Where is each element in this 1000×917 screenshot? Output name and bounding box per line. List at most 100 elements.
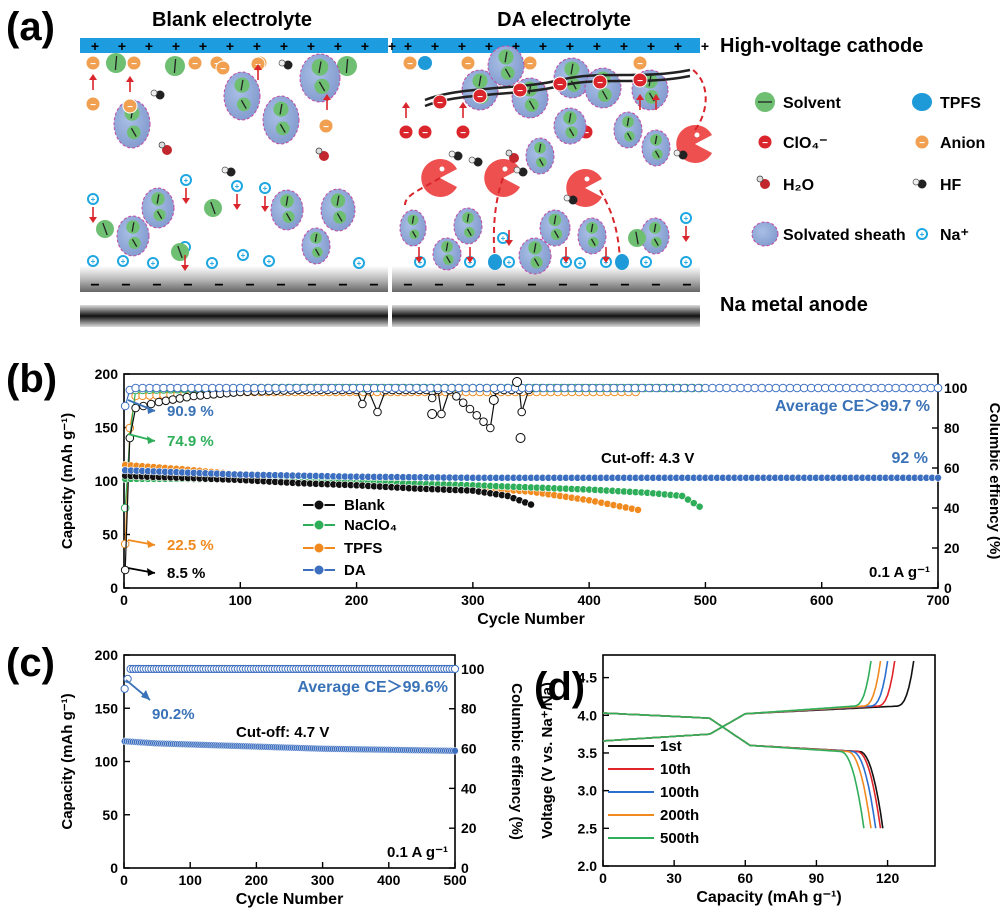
ce-point-da — [609, 383, 619, 393]
solvated-sheath — [270, 189, 304, 231]
solvent-arrow — [130, 127, 137, 137]
ce-point-blank — [486, 423, 495, 433]
ce-point-da — [166, 383, 175, 393]
legend-marker-blank — [313, 499, 325, 511]
x-tick-label: 90 — [809, 870, 825, 886]
capacity-point-naclo4 — [695, 502, 704, 511]
cathode-plus-signs: + + + + + + + + + + + + + + + + + + + + + + + + — [91, 38, 709, 54]
solvated-sheath — [577, 217, 607, 255]
charge-curve-1st — [602, 660, 915, 742]
solvent-arrow — [177, 245, 183, 259]
chart-d: 0 30 60 90 120 2.0 2.5 3.0 3.5 4.0 4.5 Capacity (mA… — [539, 654, 936, 906]
down-arrowhead — [562, 257, 570, 263]
y2-tick-label: 0 — [944, 580, 952, 596]
x-tick-label: 0 — [120, 592, 128, 608]
legend-label-100th: 100th — [660, 784, 699, 801]
na-ion — [87, 255, 99, 267]
ce-point-da — [482, 383, 492, 393]
clo4-ion — [632, 72, 648, 88]
ce-point-da — [334, 383, 344, 393]
y2-tick-label: 20 — [944, 540, 960, 556]
solvent-arrow — [173, 58, 177, 74]
ce-point — [120, 684, 129, 693]
panel-a-legend: Solvent TPFS − ClO₄⁻ − Anion H₂O HF Solvated she… — [751, 92, 985, 247]
legend-label-h2o: H₂O — [783, 177, 814, 194]
ce-point-da — [447, 383, 457, 393]
ce-point-da — [687, 383, 696, 393]
hf-molecule — [453, 151, 463, 161]
solvent-arrow — [445, 242, 449, 251]
ce-point-da — [926, 383, 936, 393]
anode-label: Na metal anode — [720, 294, 868, 316]
hf-h — [513, 166, 521, 174]
down-arrowhead — [415, 257, 423, 263]
ce-point-da — [771, 383, 781, 393]
up-arrowhead — [89, 74, 97, 80]
ce-point-da — [503, 383, 513, 393]
anion-ion-sign: − — [220, 64, 226, 75]
hf-molecule — [917, 179, 927, 189]
panel-d: (d) 0 30 60 90 120 2.0 2.5 3.0 3.5 4.0 4.5 Capacity… — [534, 654, 936, 906]
discharge-curve-500th — [602, 712, 865, 829]
ce-point-da — [905, 383, 915, 393]
tpfs-molecule — [615, 254, 629, 270]
na-ion-sign: + — [501, 234, 506, 243]
x-tick-label: 30 — [666, 870, 682, 886]
na-ion — [680, 212, 692, 224]
legend-marker-da — [313, 564, 325, 576]
dashed-link — [689, 67, 707, 131]
charge-curve-100th — [602, 660, 889, 742]
ce-point-da — [701, 383, 710, 393]
anion-ion-sign: − — [637, 59, 643, 70]
ce-point-da — [412, 383, 421, 393]
anode-minus-sign: − — [121, 277, 130, 294]
cathode-plus-sign: + — [91, 38, 99, 54]
y2-tick-label: 40 — [461, 780, 477, 796]
ce-point-blank — [358, 399, 367, 409]
anode-minus-sign: − — [276, 277, 285, 294]
cathode-plus-sign: + — [388, 38, 396, 54]
discharge-curve-200th — [602, 712, 872, 829]
cathode-plus-sign: + — [620, 38, 628, 54]
ce-point-da — [870, 383, 879, 393]
ce-point-da — [215, 383, 224, 393]
ce-point-da — [454, 383, 464, 393]
solvent-arrow — [240, 79, 244, 91]
ce-point-da — [376, 383, 386, 393]
clo4-ion — [417, 124, 433, 140]
solvent-arrow — [314, 248, 320, 256]
solvated-sheath — [223, 71, 261, 121]
water-molecule — [760, 179, 770, 189]
up-arrowhead — [126, 76, 134, 82]
anode-minus-sign: − — [183, 277, 192, 294]
legend-label-sheath: Solvated sheath — [783, 227, 906, 244]
anion-ion — [85, 55, 101, 71]
x-tick-label: 700 — [926, 592, 950, 608]
na-ion — [574, 257, 586, 269]
ce-point-da — [208, 383, 217, 393]
clo4-ion — [472, 88, 488, 104]
solvent-arrow — [411, 216, 415, 224]
x-tick-label: 300 — [461, 592, 485, 608]
ce-point-blank — [131, 403, 140, 413]
cathode-plus-sign: + — [485, 38, 493, 54]
ce-point-da — [159, 383, 168, 393]
right-title: DA electrolyte — [497, 9, 631, 31]
legend-marker-naclo4 — [313, 519, 325, 531]
na-ion-sign: + — [241, 251, 246, 260]
anion-ion-sign: − — [131, 59, 137, 70]
ce-outlier — [488, 395, 499, 405]
na-ion-sign: + — [920, 230, 925, 239]
na-ion-sign: + — [507, 258, 512, 267]
ce-point-da — [708, 383, 717, 393]
anode-minus-sign: − — [558, 277, 567, 294]
na-ion — [680, 256, 692, 268]
na-ion — [147, 257, 159, 269]
y2-tick-label: 60 — [944, 460, 960, 476]
ce-point-da — [743, 383, 753, 393]
cathode-plus-sign: + — [361, 38, 369, 54]
ce-point-da — [792, 383, 802, 393]
anion-ion-sign: − — [90, 59, 96, 70]
ce-point-da — [863, 383, 872, 393]
